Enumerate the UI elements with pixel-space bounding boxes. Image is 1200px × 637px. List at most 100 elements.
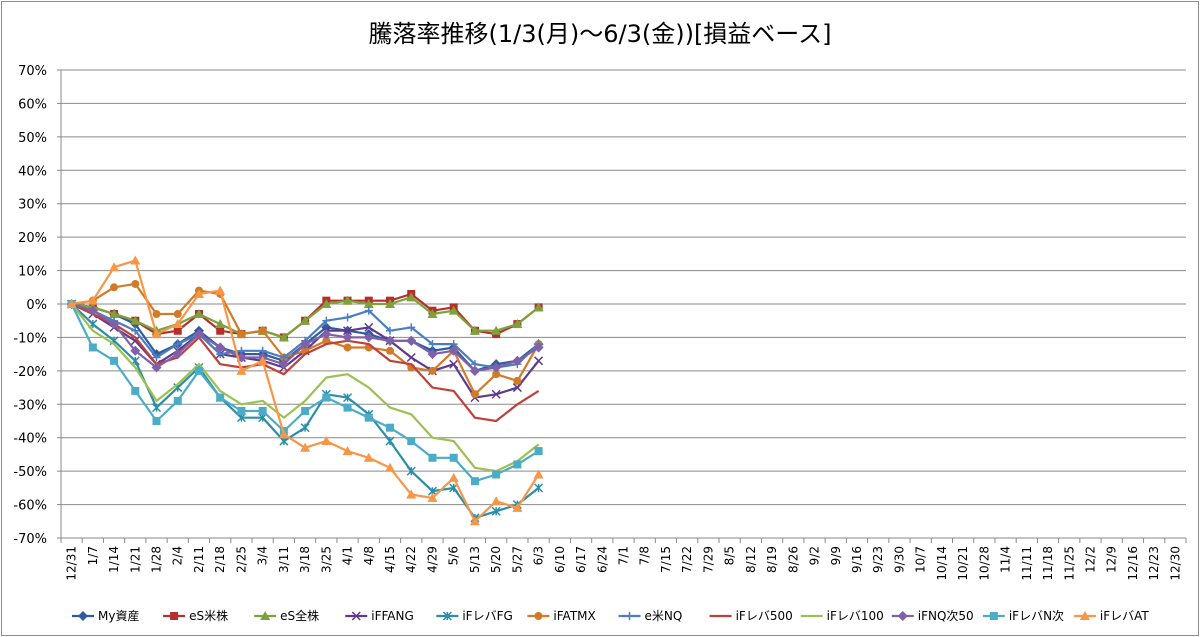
- data-point: [109, 319, 120, 330]
- x-tick-label: 9/30: [892, 546, 906, 573]
- data-point: [131, 386, 140, 395]
- data-point: [110, 283, 119, 292]
- data-point: [448, 305, 459, 315]
- data-point: [173, 340, 182, 349]
- data-point: [216, 326, 225, 335]
- data-point: [533, 302, 544, 312]
- x-tick-label: 8/26: [786, 546, 800, 573]
- data-point: [407, 437, 416, 446]
- y-tick-label: -60%: [13, 499, 47, 514]
- data-point: [625, 612, 634, 620]
- data-point: [151, 403, 162, 413]
- legend-label: iFNQ次50: [918, 609, 974, 623]
- data-point: [491, 506, 501, 516]
- data-point: [130, 336, 140, 346]
- data-point: [385, 436, 395, 446]
- data-point: [78, 611, 88, 621]
- x-tick-label: 12/9: [1105, 546, 1119, 573]
- data-point: [151, 362, 162, 373]
- x-tick-label: 4/22: [404, 546, 418, 573]
- data-point: [534, 356, 544, 366]
- data-point: [130, 255, 141, 265]
- data-point: [364, 306, 373, 315]
- data-point: [342, 295, 353, 305]
- data-point: [513, 460, 522, 469]
- data-point: [173, 310, 182, 319]
- data-point: [491, 389, 501, 399]
- legend-item-8: iFレバ500: [709, 609, 793, 623]
- data-point: [513, 376, 522, 385]
- legend-item-6: iFATMX: [527, 609, 596, 623]
- data-point: [534, 447, 543, 456]
- data-point: [343, 393, 353, 403]
- legend-item-4: iFFANG: [345, 609, 414, 623]
- data-point: [428, 340, 437, 349]
- x-tick-label: 2/25: [234, 546, 248, 573]
- legend-item-2: eS米株: [163, 608, 228, 623]
- series-line: [70, 303, 540, 473]
- legend-item-1: My資産: [72, 608, 139, 623]
- series-line: [71, 259, 540, 523]
- data-point: [278, 332, 289, 342]
- x-tick-label: 11/18: [1041, 546, 1055, 581]
- data-point: [342, 446, 353, 456]
- data-point: [491, 362, 502, 373]
- legend-label: iFレバ100: [827, 609, 884, 623]
- data-point: [470, 390, 479, 399]
- data-point: [131, 326, 140, 335]
- data-point: [343, 403, 352, 412]
- x-tick-label: 12/31: [65, 546, 79, 581]
- x-tick-label: 10/14: [935, 546, 949, 581]
- data-point: [66, 299, 77, 308]
- x-tick-label: 1/14: [107, 546, 121, 573]
- data-point: [173, 396, 182, 405]
- data-point: [343, 313, 352, 322]
- legend-item-9: iFレバ100: [800, 609, 884, 623]
- gridlines: [61, 69, 1186, 539]
- x-tick-label: 2/18: [213, 546, 227, 573]
- data-point: [533, 469, 544, 479]
- data-point: [448, 472, 459, 482]
- data-point: [512, 355, 523, 366]
- x-tick-label: 11/4: [999, 546, 1013, 573]
- data-point: [279, 436, 289, 446]
- data-point: [321, 299, 332, 308]
- x-tick-label: 2/4: [171, 546, 185, 565]
- data-point: [442, 611, 452, 621]
- x-tick-label: 4/1: [341, 546, 355, 565]
- data-point: [386, 326, 395, 335]
- data-point: [300, 442, 311, 452]
- data-point: [322, 393, 331, 402]
- data-point: [364, 413, 373, 422]
- series-12: [66, 255, 544, 526]
- x-tick-label: 10/7: [914, 546, 928, 573]
- data-point: [491, 496, 502, 506]
- data-point: [406, 352, 416, 363]
- series-8: [71, 303, 540, 423]
- legend-item-5: iFレバFG: [436, 609, 513, 623]
- data-point: [258, 326, 267, 335]
- data-point: [342, 332, 353, 343]
- x-tick-label: 10/21: [956, 546, 970, 581]
- x-tick-label: 6/24: [595, 546, 609, 573]
- data-point: [152, 353, 161, 362]
- data-point: [236, 365, 247, 375]
- data-point: [193, 288, 204, 298]
- series-line: [71, 292, 540, 339]
- data-point: [448, 345, 459, 356]
- data-point: [172, 319, 183, 329]
- plot-area: [66, 255, 544, 526]
- data-point: [258, 406, 267, 415]
- x-tick-label: 9/16: [850, 546, 864, 573]
- x-tick-label: 5/13: [468, 546, 482, 573]
- data-point: [172, 349, 183, 360]
- legend-label: eS全株: [280, 608, 319, 623]
- data-point: [110, 356, 119, 365]
- legend-item-3: eS全株: [254, 608, 319, 623]
- data-point: [385, 299, 396, 308]
- data-point: [300, 339, 311, 350]
- x-tick-label: 1/28: [150, 546, 164, 573]
- data-point: [406, 292, 417, 302]
